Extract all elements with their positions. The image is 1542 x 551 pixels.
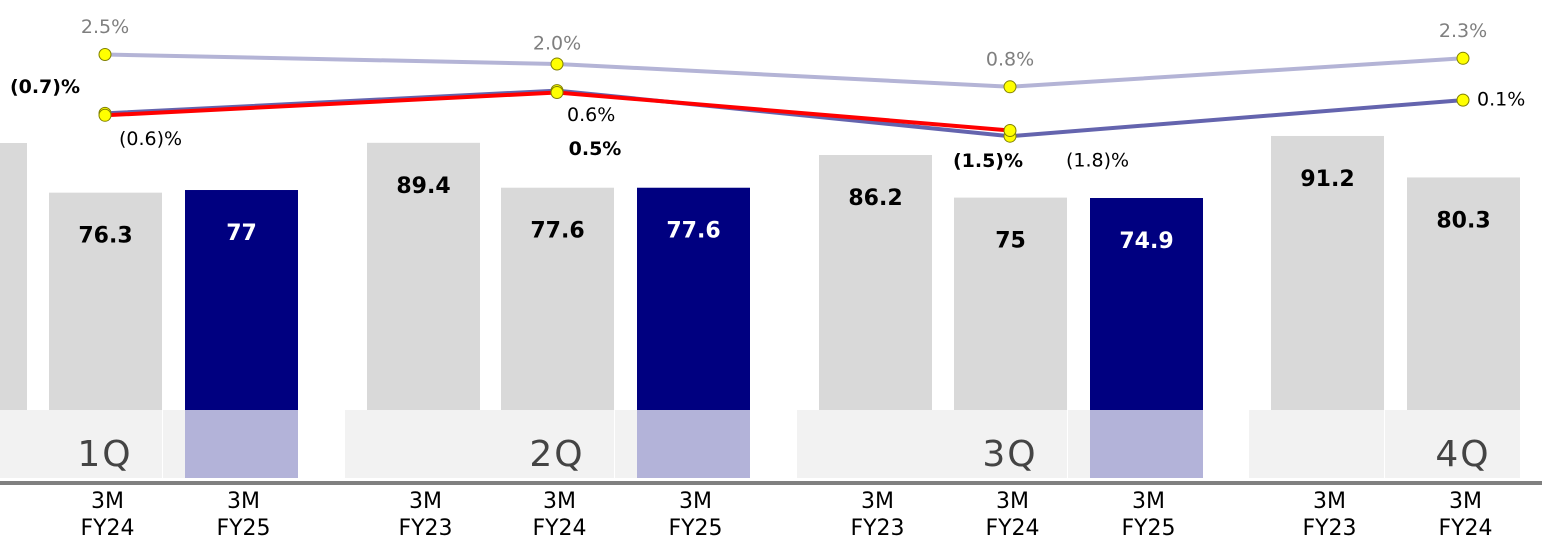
bar-lower [637,410,750,478]
x-tick-label: 3M FY25 [668,489,722,541]
bar-value-label: 76.3 [78,224,132,249]
line-marker [98,108,112,122]
point-label: (0.6)% [119,128,182,150]
x-tick-label-line: FY23 [1302,516,1356,541]
x-tick-label: 3M FY23 [398,489,452,541]
bar-value-label: 86.2 [848,186,902,211]
point-label: 2.3% [1439,20,1487,42]
x-tick-label-line: FY24 [80,516,134,541]
x-tick-label: 3M FY25 [216,489,270,541]
x-tick-label-line: 3M [1449,489,1482,514]
bar-value-label: 77 [226,221,257,246]
x-tick-label-line: 3M [227,489,260,514]
bar-value-label: 74.9 [1119,229,1173,254]
point-label: (1.5)% [953,150,1023,172]
x-tick-label-line: FY23 [850,516,904,541]
x-tick-label: 3M FY24 [532,489,586,541]
x-tick-label: 3M FY25 [1121,489,1175,541]
bar-lower [49,410,162,478]
gap [1407,478,1520,483]
point-label: (1.8)% [1066,150,1129,172]
x-tick-label-line: 3M [1132,489,1165,514]
quarter-label: 4Q [1435,434,1490,475]
gap [1271,478,1384,483]
bar-lower [1271,410,1384,478]
x-tick-label-line: FY23 [398,516,452,541]
x-tick-label: 3M FY23 [1302,489,1356,541]
line-marker [550,86,564,99]
x-tick-label: 3M FY24 [1438,489,1492,541]
line-marker [1456,93,1470,107]
gap [819,478,932,483]
x-tick-label-line: 3M [91,489,124,514]
bar-lower [367,410,480,478]
x-tick-label-line: FY25 [216,516,270,541]
bar-lower [185,410,298,478]
bar-lower [1407,410,1520,478]
bar-lower [1090,410,1203,478]
line-marker [1456,51,1470,65]
line-marker [1003,80,1017,94]
x-tick-label-line: 3M [679,489,712,514]
x-tick-label-line: 3M [861,489,894,514]
x-tick-label-line: 3M [543,489,576,514]
bar-lower [954,410,1067,478]
x-tick-label: 3M FY24 [985,489,1039,541]
gap [954,478,1067,483]
x-tick-label-line: FY24 [532,516,586,541]
quarter-label: 1Q [77,434,132,475]
gap [637,478,750,483]
bar-value-label: 91.2 [1300,167,1354,192]
bar-lower [819,410,932,478]
point-label: 2.0% [533,33,581,55]
band [0,410,27,478]
line-marker [550,57,564,71]
x-tick-label-line: 3M [996,489,1029,514]
x-tick-label-line: FY24 [985,516,1039,541]
bar-edge [0,143,27,410]
point-label: 0.1% [1477,89,1525,111]
x-tick-label-line: FY24 [1438,516,1492,541]
point-label: 0.5% [569,138,622,160]
bar-lower [501,410,614,478]
point-label: 0.6% [567,104,615,126]
quarter-label: 2Q [529,434,584,475]
x-tick-label: 3M FY23 [850,489,904,541]
gap [367,478,480,483]
x-tick-label: 3M FY24 [80,489,134,541]
gap [1090,478,1203,483]
x-tick-label-line: FY25 [668,516,722,541]
line-marker [98,48,112,61]
gap [49,478,162,483]
line-marker [1003,124,1017,137]
bar-value-label: 80.3 [1436,208,1490,233]
bar-value-label: 75 [995,229,1026,254]
x-tick-label-line: FY25 [1121,516,1175,541]
quarter-label: 3Q [982,434,1037,475]
gap [501,478,614,483]
x-tick-label-line: 3M [409,489,442,514]
point-label: 2.5% [81,16,129,38]
gap [185,478,298,483]
bar-value-label: 89.4 [396,174,450,199]
x-tick-label-line: 3M [1313,489,1346,514]
point-label: 0.8% [986,48,1034,70]
point-label: (0.7)% [10,76,80,98]
bar-value-label: 77.6 [530,219,584,244]
line [104,52,1464,89]
bar-value-label: 77.6 [666,219,720,244]
